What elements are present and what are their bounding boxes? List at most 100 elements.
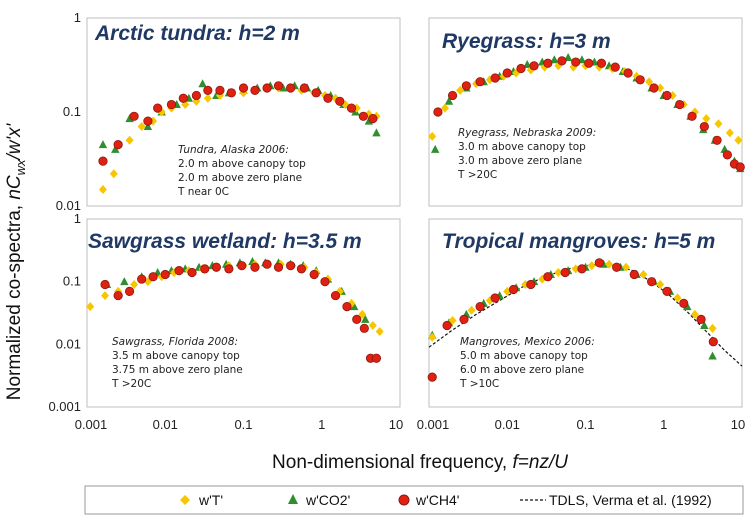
plot-area bbox=[428, 17, 743, 207]
panel-title: Ryegrass: h=3 m bbox=[442, 30, 611, 53]
data-point-wCH4 bbox=[679, 298, 689, 308]
data-point-wCH4 bbox=[502, 68, 512, 78]
data-point-wT bbox=[587, 261, 596, 271]
legend-wT-label: w'T' bbox=[198, 492, 223, 508]
data-point-wCH4 bbox=[273, 81, 284, 91]
data-point-wCO2 bbox=[111, 144, 120, 153]
data-point-wT bbox=[605, 259, 614, 269]
panel-title: Sawgrass wetland: h=3.5 m bbox=[88, 230, 362, 253]
site-detail: 2.0 m above canopy top bbox=[178, 158, 306, 170]
x-tick-label: 10 bbox=[731, 417, 745, 432]
y-tick-label: 0.01 bbox=[56, 198, 81, 213]
data-point-wT bbox=[428, 131, 437, 141]
panel-title: Arctic tundra: h=2 m bbox=[94, 22, 300, 45]
data-point-wT bbox=[725, 128, 734, 138]
data-point-wCO2 bbox=[444, 96, 454, 105]
data-point-wT bbox=[656, 280, 665, 290]
data-point-wCH4 bbox=[211, 262, 221, 272]
data-point-wCH4 bbox=[215, 85, 225, 95]
data-point-wCO2 bbox=[550, 55, 559, 64]
data-point-wCO2 bbox=[198, 79, 207, 88]
data-point-wT bbox=[639, 270, 648, 280]
data-point-wT bbox=[101, 291, 110, 301]
site-detail: T near 0C bbox=[177, 186, 229, 198]
plot-area bbox=[86, 218, 401, 408]
x-tick-label: 1 bbox=[318, 417, 325, 432]
data-point-wCO2 bbox=[143, 122, 153, 131]
data-point-wCO2 bbox=[708, 351, 717, 360]
data-point-wCH4 bbox=[286, 83, 296, 93]
data-point-wCH4 bbox=[224, 264, 234, 274]
legend-wCH4-marker bbox=[398, 494, 410, 506]
site-label: Ryegrass, Nebraska 2009: bbox=[458, 127, 596, 139]
x-axis-title: Non-dimensional frequency, f=nz/U bbox=[272, 452, 568, 473]
site-detail: 5.0 m above canopy top bbox=[460, 350, 588, 362]
data-point-wCH4 bbox=[311, 88, 321, 98]
y-tick-label: 0.01 bbox=[56, 336, 81, 351]
x-tick-label: 0.001 bbox=[75, 417, 108, 432]
y-tick-label: 1 bbox=[74, 211, 81, 226]
legend-wCH4-label: w'CH4' bbox=[415, 492, 459, 508]
data-point-wCH4 bbox=[635, 75, 645, 85]
data-point-wCH4 bbox=[610, 62, 620, 72]
data-point-wT bbox=[714, 119, 723, 129]
data-point-wCH4 bbox=[250, 85, 260, 95]
data-point-wT bbox=[690, 309, 699, 319]
data-point-wCH4 bbox=[178, 93, 188, 103]
data-point-wT bbox=[734, 135, 743, 145]
data-point-wT bbox=[86, 302, 95, 312]
legend-wCO2-marker bbox=[288, 494, 298, 504]
x-tick-label: 0.1 bbox=[576, 417, 594, 432]
data-point-wT bbox=[645, 77, 654, 87]
data-point-wCO2 bbox=[98, 140, 108, 149]
x-tick-label: 10 bbox=[389, 417, 403, 432]
data-point-wCH4 bbox=[309, 269, 319, 280]
data-point-wCH4 bbox=[543, 272, 553, 282]
site-detail: 6.0 m above zero plane bbox=[460, 364, 584, 376]
data-point-wCH4 bbox=[529, 61, 539, 71]
data-point-wCH4 bbox=[320, 277, 330, 287]
data-point-wCH4 bbox=[286, 261, 296, 271]
data-point-wCO2 bbox=[700, 320, 709, 329]
data-point-wCH4 bbox=[649, 83, 659, 93]
data-point-wCH4 bbox=[203, 85, 213, 95]
data-point-wCH4 bbox=[262, 83, 272, 93]
data-point-wCO2 bbox=[361, 314, 370, 323]
data-point-wCH4 bbox=[137, 274, 147, 284]
data-point-wCH4 bbox=[584, 58, 594, 68]
legend: w'T' w'CO2' w'CH4' TDLS, Verma et al. (1… bbox=[84, 485, 744, 515]
data-point-wCH4 bbox=[352, 314, 362, 324]
legend-wT-marker bbox=[180, 495, 190, 505]
data-point-wCH4 bbox=[508, 284, 519, 295]
data-point-wCH4 bbox=[623, 68, 633, 78]
data-point-wCH4 bbox=[675, 99, 685, 110]
data-point-wT bbox=[428, 332, 437, 342]
data-point-wT bbox=[656, 83, 665, 93]
plot-area bbox=[86, 17, 401, 207]
data-point-wT bbox=[98, 184, 107, 194]
site-detail: T >20C bbox=[111, 378, 151, 390]
data-point-wCH4 bbox=[238, 83, 249, 93]
site-detail: 3.5 m above canopy top bbox=[112, 350, 240, 362]
y-tick-label: 0.1 bbox=[63, 104, 81, 119]
data-point-wCH4 bbox=[100, 279, 110, 290]
chart-panel-2: Ryegrass: h=3 m Ryegrass, Nebraska 2009: 3… bbox=[428, 17, 745, 207]
data-point-wT bbox=[130, 280, 139, 290]
data-point-wCH4 bbox=[442, 320, 452, 331]
data-point-wCH4 bbox=[722, 150, 732, 160]
site-label: Tundra, Alaska 2006: bbox=[178, 144, 289, 156]
x-tick-label: 0.1 bbox=[234, 417, 252, 432]
data-point-wT bbox=[571, 264, 580, 274]
data-point-wT bbox=[554, 61, 563, 71]
data-point-wCH4 bbox=[368, 114, 378, 124]
data-point-wCH4 bbox=[346, 103, 357, 113]
plot-area bbox=[428, 218, 743, 408]
data-point-wCH4 bbox=[577, 264, 587, 274]
data-point-wCH4 bbox=[447, 90, 458, 101]
data-point-wT bbox=[702, 114, 711, 124]
x-tick-label: 1 bbox=[660, 417, 667, 432]
data-point-wT bbox=[673, 293, 682, 303]
data-point-wCO2 bbox=[120, 277, 129, 286]
site-detail: T >20C bbox=[457, 169, 497, 181]
data-point-wCH4 bbox=[113, 290, 123, 301]
